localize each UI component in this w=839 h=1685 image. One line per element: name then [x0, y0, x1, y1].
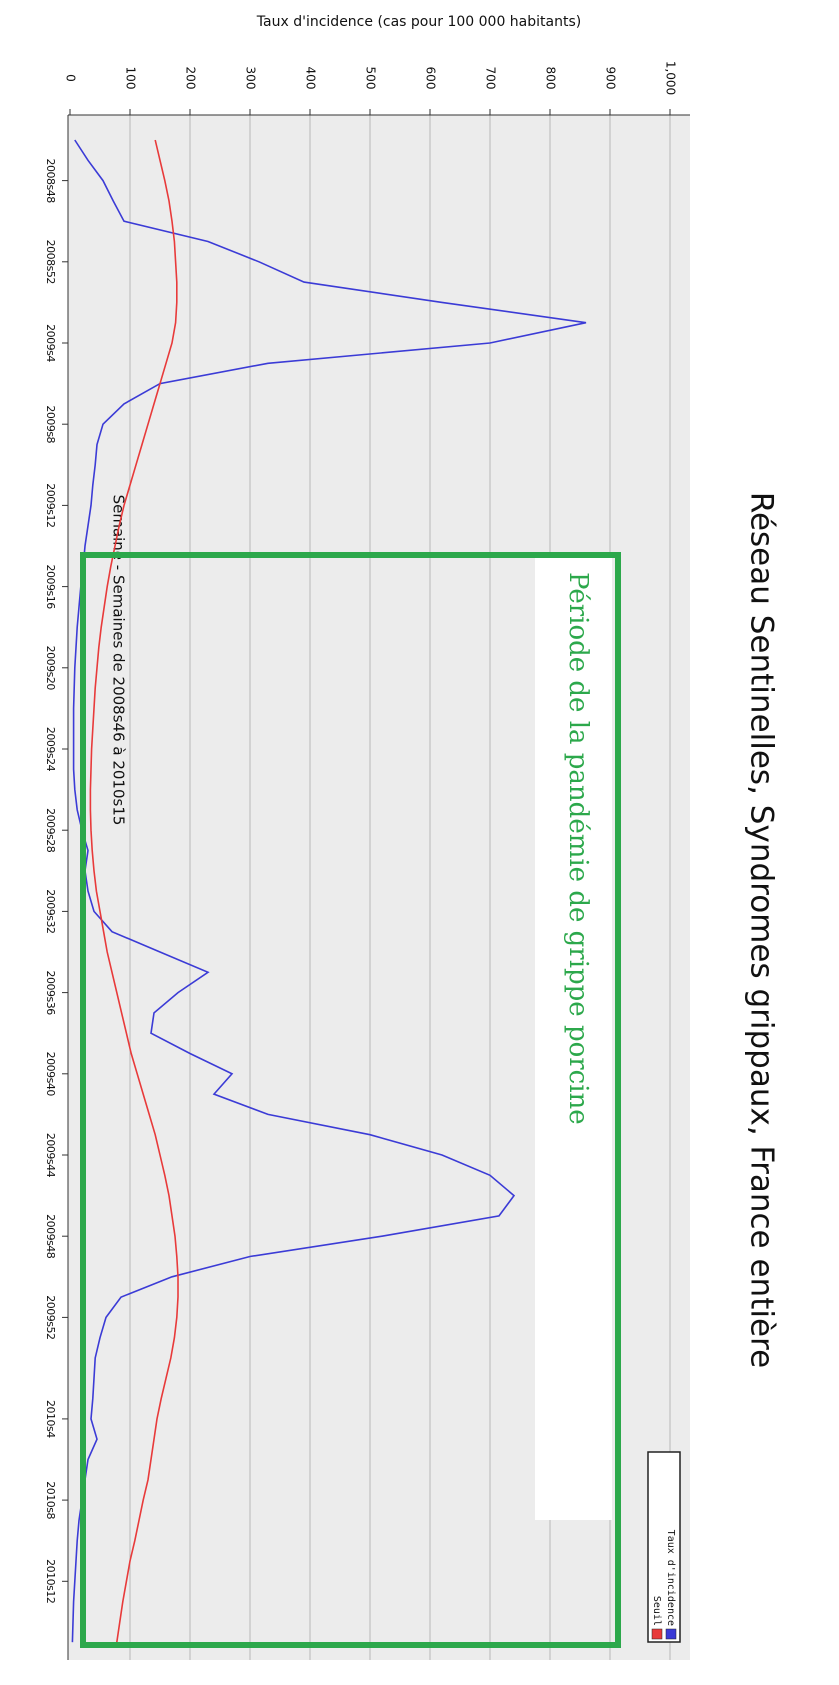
legend-box — [647, 1451, 681, 1643]
legend-label: Seuil — [651, 1596, 662, 1626]
x-tick-label: 2009s48 — [44, 1214, 57, 1259]
y-tick-label: 800 — [544, 67, 558, 90]
x-tick-label: 2009s36 — [44, 970, 57, 1015]
y-tick-label: 500 — [364, 67, 378, 90]
x-tick-label: 2010s4 — [44, 1400, 57, 1438]
series-line — [89, 139, 179, 1643]
y-axis-label: Taux d'incidence (cas pour 100 000 habit… — [256, 14, 581, 30]
x-tick-label: 2009s52 — [44, 1295, 57, 1339]
plot-background — [68, 115, 690, 1660]
y-tick-label: 700 — [484, 67, 498, 90]
legend-swatch — [651, 1628, 663, 1640]
x-tick-label: 2009s24 — [44, 727, 57, 772]
y-tick-label: 100 — [124, 67, 138, 90]
y-tick-label: 300 — [244, 67, 258, 90]
x-tick-label: 2009s12 — [44, 483, 57, 527]
chart-title: Réseau Sentinelles, Syndromes grippaux, … — [744, 492, 780, 1368]
x-tick-label: 2009s44 — [44, 1133, 57, 1178]
x-tick-label: 2010s8 — [44, 1481, 57, 1519]
x-axis-label: Semaine - Semaines de 2008s46 à 2010s15 — [110, 495, 128, 826]
rotated-chart: Réseau Sentinelles, Syndromes grippaux, … — [44, 14, 780, 1660]
annotation-box — [80, 552, 621, 1648]
x-tick-label: 2010s12 — [44, 1559, 57, 1603]
y-tick-label: 400 — [304, 67, 318, 90]
annotation-text: Période de la pandémie de grippe porcine — [563, 572, 593, 1125]
x-tick-label: 2008s52 — [44, 240, 57, 284]
series-line — [71, 139, 587, 1643]
legend-swatch — [665, 1628, 677, 1640]
y-tick-label: 900 — [604, 67, 618, 90]
x-tick-label: 2009s8 — [44, 405, 57, 443]
x-tick-label: 2009s16 — [44, 564, 57, 609]
y-tick-label: 200 — [184, 67, 198, 90]
x-tick-label: 2009s4 — [44, 324, 57, 362]
x-tick-label: 2009s32 — [44, 889, 57, 933]
x-tick-label: 2009s20 — [44, 646, 57, 691]
x-tick-label: 2008s48 — [44, 158, 57, 203]
x-tick-label: 2009s28 — [44, 808, 57, 853]
x-tick-label: 2009s40 — [44, 1052, 57, 1097]
y-tick-label: 600 — [424, 67, 438, 90]
annotation-background — [535, 555, 612, 1520]
legend-label: Taux d'incidence — [665, 1530, 676, 1626]
y-tick-label: 0 — [64, 74, 78, 82]
y-tick-label: 1,000 — [664, 61, 678, 95]
